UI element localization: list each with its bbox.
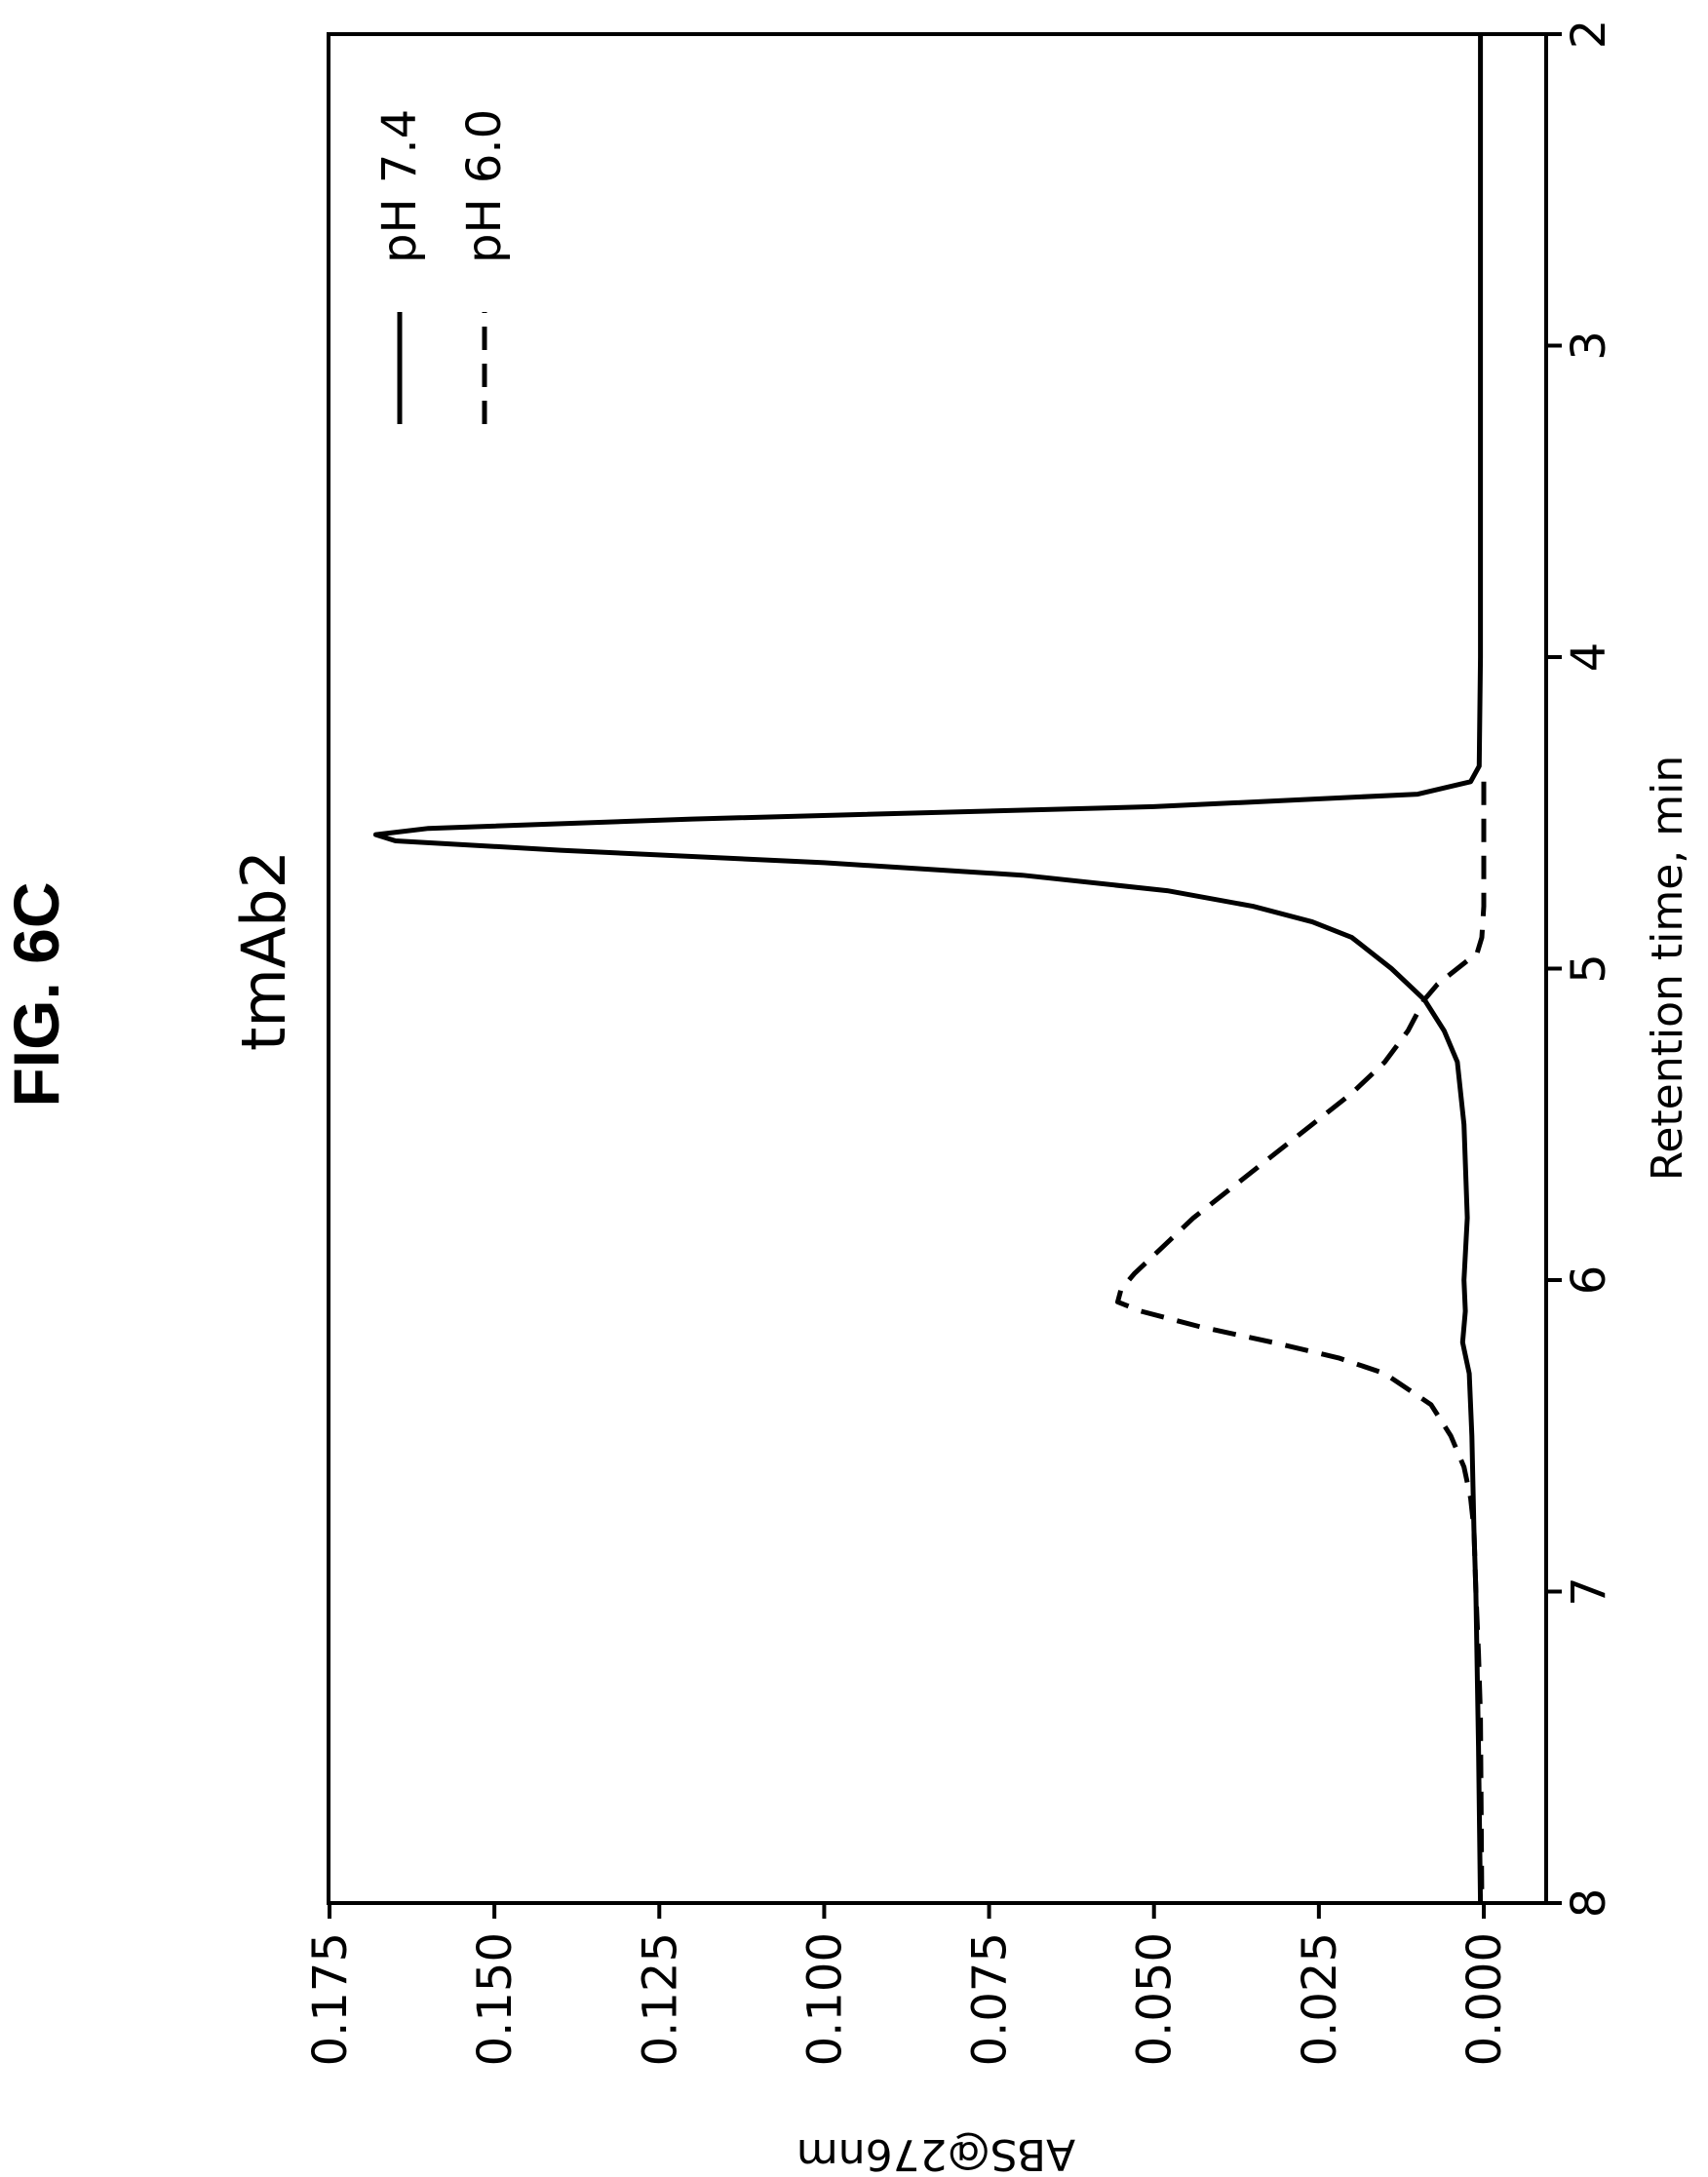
y-tick-label: 0.050: [1128, 1932, 1183, 2066]
x-tick-label: 2: [1562, 19, 1616, 50]
series-line-ph-7-4: [372, 34, 1484, 1904]
x-tick-label: 3: [1562, 330, 1616, 361]
y-axis-label: ABS@276nm: [796, 2129, 1075, 2177]
x-tick-label: 4: [1562, 642, 1616, 673]
x-tick-label: 8: [1562, 1888, 1616, 1919]
y-tick-label: 0.000: [1457, 1932, 1512, 2066]
legend-label: pH 6.0: [457, 109, 512, 263]
y-axis: 0.000 0.025 0.050 0.075 0.100 0.125 0.150 0.175: [303, 1903, 1512, 2066]
x-axis-label: Retention time, min: [1643, 756, 1692, 1182]
plot-frame: [327, 32, 1548, 1905]
x-tick-label: 5: [1562, 953, 1616, 984]
legend: pH 7.4 pH 6.0: [372, 109, 512, 424]
y-tick-label: 0.100: [797, 1932, 852, 2066]
series-layer: [372, 34, 1487, 1904]
figure-label: FIG. 6C: [0, 881, 72, 1107]
series-line-ph-6-0: [1115, 781, 1487, 1904]
y-tick-label: 0.025: [1293, 1932, 1347, 2066]
y-tick-label: 0.075: [963, 1932, 1018, 2066]
x-tick-label: 6: [1562, 1265, 1616, 1296]
x-axis: 2 3 4 5 6 7 8: [1546, 19, 1616, 1919]
y-tick-label: 0.150: [468, 1932, 523, 2066]
x-tick-label: 7: [1562, 1576, 1616, 1607]
chart-title: tmAb2: [228, 850, 299, 1051]
y-tick-label: 0.125: [633, 1932, 687, 2066]
legend-label: pH 7.4: [372, 109, 427, 263]
y-tick-label: 0.175: [303, 1932, 358, 2066]
